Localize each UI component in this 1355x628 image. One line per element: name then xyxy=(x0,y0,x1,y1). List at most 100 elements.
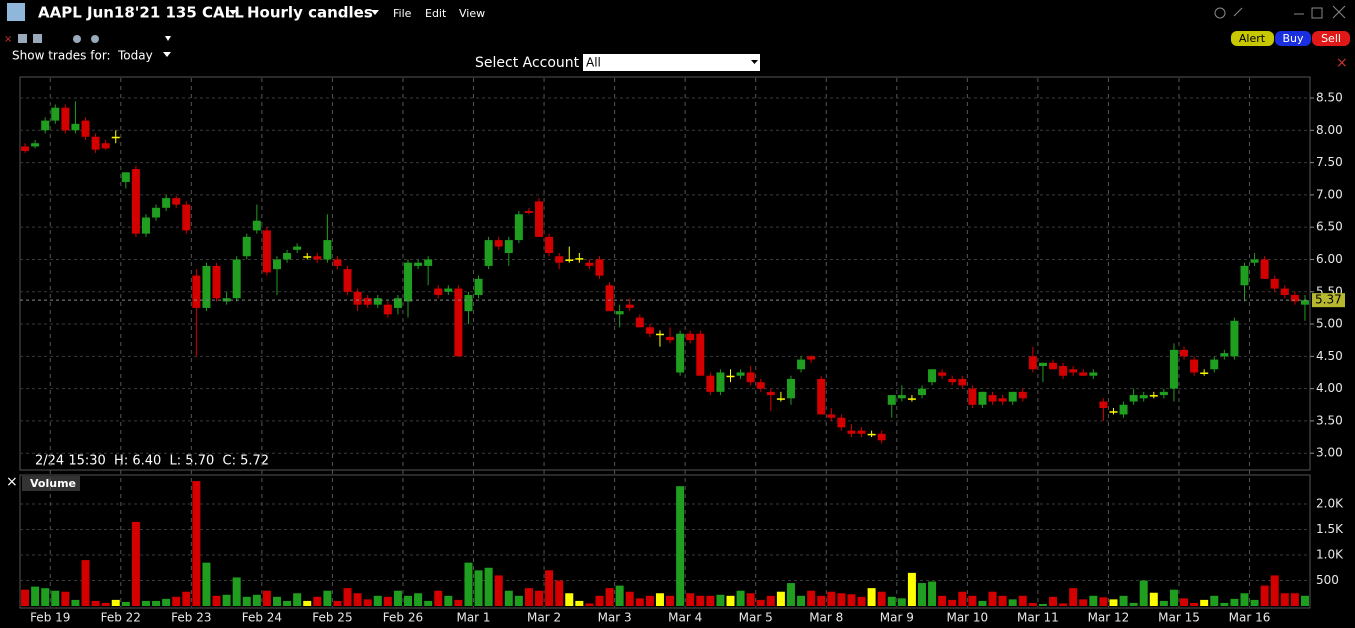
volume-bar xyxy=(1139,580,1148,606)
menu-edit[interactable]: Edit xyxy=(425,7,447,20)
candle-body xyxy=(1129,395,1138,402)
show-trades-value[interactable]: Today xyxy=(117,49,153,63)
candle-body xyxy=(504,240,513,254)
candle-body xyxy=(1099,401,1108,409)
candle-body xyxy=(867,433,876,436)
account-label: Select Account xyxy=(475,55,580,71)
candle-body xyxy=(998,398,1007,402)
candle-body xyxy=(182,204,191,231)
candle-body xyxy=(1240,265,1249,286)
volume-bar xyxy=(383,596,392,606)
volume-bar xyxy=(595,595,604,606)
buy-button[interactable] xyxy=(1275,31,1311,46)
tool-icon[interactable] xyxy=(33,34,42,43)
volume-bar xyxy=(111,599,120,606)
candle-body xyxy=(797,359,806,370)
volume-bar xyxy=(444,595,453,606)
volume-bar xyxy=(41,588,50,606)
volume-bar xyxy=(1169,589,1178,606)
window-icons[interactable] xyxy=(1233,5,1346,19)
account-value[interactable]: All xyxy=(586,56,601,70)
dropdown-arrow[interactable] xyxy=(371,10,379,15)
volume-bar xyxy=(847,594,856,606)
candle-body xyxy=(625,304,634,308)
candle-body xyxy=(1220,353,1229,357)
volume-bar xyxy=(746,593,755,606)
candle-body xyxy=(1018,391,1027,399)
volume-panel xyxy=(19,474,1311,609)
dropdown-arrow[interactable] xyxy=(165,36,171,41)
candle-body xyxy=(726,375,735,378)
candle-body xyxy=(1038,362,1047,367)
account-select[interactable] xyxy=(583,54,760,71)
volume-bar xyxy=(706,595,715,606)
volume-bar xyxy=(484,567,493,606)
alert-label[interactable]: Alert xyxy=(1239,32,1266,45)
candle-body xyxy=(1079,372,1088,376)
tool-icon[interactable] xyxy=(18,34,27,43)
volume-bar xyxy=(827,591,836,606)
volume-tag xyxy=(22,476,80,491)
dropdown-arrow[interactable] xyxy=(229,10,237,15)
volume-bar xyxy=(283,600,292,606)
candle-body xyxy=(141,217,150,234)
candle-body xyxy=(152,207,161,218)
candle-body xyxy=(272,259,281,270)
alert-button[interactable] xyxy=(1231,31,1274,46)
candle-body xyxy=(1200,372,1209,374)
candle-body xyxy=(938,372,947,376)
app-icon xyxy=(7,3,25,21)
volume-bar xyxy=(504,590,513,606)
candle-body xyxy=(414,262,423,266)
zoom-out[interactable] xyxy=(91,35,99,43)
volume-bar xyxy=(414,593,423,606)
volume-bar xyxy=(121,601,130,606)
settings-icon[interactable] xyxy=(1214,7,1226,19)
menu-view[interactable]: View xyxy=(459,7,485,20)
close-icon[interactable]: × xyxy=(4,34,12,45)
candle-body xyxy=(827,414,836,418)
candle-body xyxy=(676,333,685,373)
y-tick-label: 1.0K xyxy=(1316,548,1344,562)
volume-bar xyxy=(736,590,745,606)
select-arrow[interactable] xyxy=(751,60,758,64)
candle-body xyxy=(474,278,483,295)
volume-bar xyxy=(686,593,695,606)
x-tick-label: Mar 1 xyxy=(456,611,490,625)
chart-mode[interactable]: Hourly candles xyxy=(247,4,373,22)
sell-button[interactable] xyxy=(1312,31,1350,46)
contract-title[interactable]: AAPL Jun18'21 135 CALL xyxy=(38,4,244,22)
candle-body xyxy=(1069,369,1078,373)
zoom-in[interactable] xyxy=(73,35,81,43)
volume-bar xyxy=(494,575,503,606)
volume-bar xyxy=(1300,595,1309,606)
dropdown-arrow[interactable] xyxy=(163,52,171,57)
volume-bar xyxy=(91,600,100,606)
x-tick-label: Feb 24 xyxy=(242,611,282,625)
candle-body xyxy=(696,333,705,376)
candle-body xyxy=(847,430,856,434)
x-tick-label: Mar 11 xyxy=(1017,611,1059,625)
candle-body xyxy=(444,288,453,292)
candle-body xyxy=(494,240,503,247)
buy-label[interactable]: Buy xyxy=(1282,32,1304,45)
candle-body xyxy=(1290,294,1299,302)
candle-body xyxy=(635,317,644,328)
candle-body xyxy=(1139,395,1148,399)
candle-body xyxy=(111,136,120,139)
volume-bar xyxy=(635,598,644,606)
x-tick-label: Mar 16 xyxy=(1229,611,1271,625)
x-tick-label: Feb 22 xyxy=(101,611,141,625)
candle-body xyxy=(1149,395,1158,397)
close-volume[interactable]: × xyxy=(6,474,18,490)
candle-body xyxy=(101,143,110,149)
volume-bar xyxy=(535,590,544,606)
volume-bar xyxy=(474,570,483,606)
close-panel[interactable]: × xyxy=(1336,55,1348,71)
volume-bar xyxy=(252,594,261,606)
sell-label[interactable]: Sell xyxy=(1321,32,1341,45)
candle-body xyxy=(1028,356,1037,370)
candle-body xyxy=(887,395,896,405)
candle-body xyxy=(948,378,957,383)
menu-file[interactable]: File xyxy=(393,7,412,20)
